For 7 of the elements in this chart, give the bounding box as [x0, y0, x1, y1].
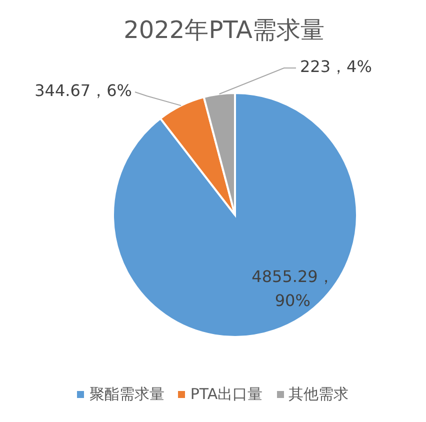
chart-title: 2022年PTA需求量: [124, 16, 324, 44]
legend-label: PTA出口量: [190, 385, 263, 403]
data-label: 223，4%: [300, 56, 372, 78]
data-label: 344.67，6%: [34, 80, 132, 102]
data-label: 4855.29，90%: [252, 266, 334, 312]
legend-label: 其他需求: [288, 385, 349, 403]
legend-label: 聚酯需求量: [89, 385, 164, 403]
